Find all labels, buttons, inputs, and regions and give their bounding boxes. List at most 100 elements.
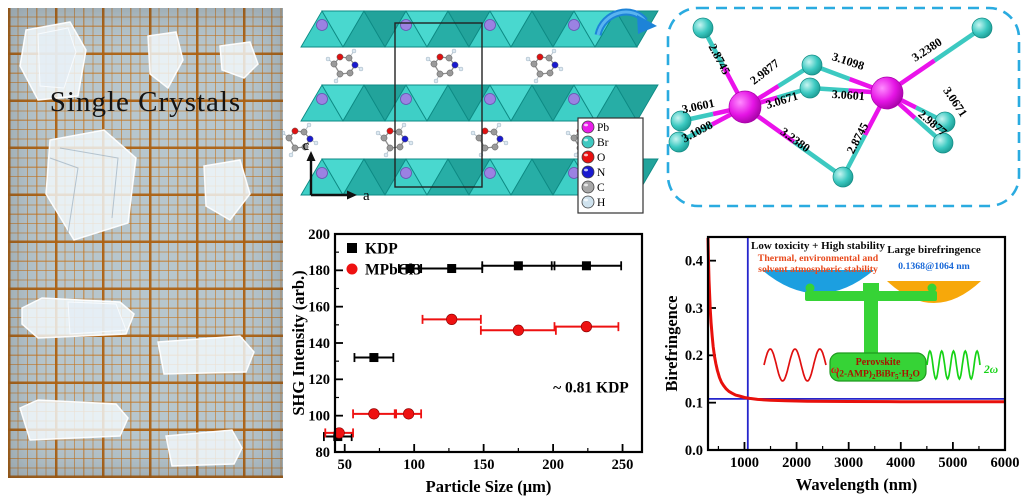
marker-circle-MPbCl3: [403, 408, 415, 420]
molecule-atom: [536, 53, 544, 61]
bond-length-label: 3.0601: [831, 87, 865, 103]
h-atom: [565, 130, 571, 136]
legend-sphere-Br: [581, 135, 595, 149]
legend-marker: [346, 263, 358, 275]
chart-annotation: ~ 0.81 KDP: [553, 379, 629, 396]
y-axis-title: SHG Intensity (arb.): [290, 270, 308, 415]
molecule-atom: [551, 61, 559, 69]
y-tick-label: 140: [308, 336, 330, 352]
molecule-atom: [395, 128, 403, 136]
molecule-atom: [291, 144, 299, 152]
y-tick-label: 100: [308, 408, 330, 424]
y-tick-label: 0.0: [685, 443, 703, 459]
balance-knob-right: [927, 283, 937, 293]
marker-circle-MPbCl3: [580, 321, 593, 333]
plot-frame: [333, 232, 644, 454]
legend-label: MPbCl3: [365, 262, 421, 279]
molecule-atom: [386, 127, 394, 135]
x-tick-label: 6000: [991, 455, 1020, 471]
h-atom: [496, 122, 502, 128]
legend-element-label: O: [597, 152, 605, 164]
br-atom: [801, 54, 823, 76]
h-atom: [503, 140, 509, 146]
legend-element-label: C: [597, 182, 605, 194]
molecule-atom: [336, 53, 344, 61]
molecule-atom: [481, 127, 489, 135]
br-atom: [670, 110, 692, 132]
h-atom: [333, 78, 339, 84]
axis-indicator: c a: [303, 138, 370, 204]
pb-atom: [870, 76, 904, 110]
legend-sphere-H: [581, 195, 595, 209]
legend-sphere-highlight: [584, 168, 588, 172]
omega-wave: [763, 348, 827, 382]
x-axis-title: Particle Size (μm): [426, 477, 552, 496]
molecule-atom: [536, 70, 544, 78]
two-omega-label: 2ω: [983, 364, 998, 376]
curved-arrow-icon: [594, 8, 657, 37]
crystal-facet-line: [49, 157, 79, 234]
h-atom: [470, 130, 476, 136]
molecule-atom: [445, 54, 453, 62]
legend-sphere-highlight: [584, 198, 588, 202]
bond-length-label: 3.0601: [681, 96, 716, 117]
two-omega-wave: [926, 349, 981, 381]
crystal-shape: [203, 159, 251, 221]
series-line-birefringence curve: [706, 237, 1005, 404]
pb-atom: [728, 90, 762, 124]
molecule-atom: [451, 61, 459, 69]
h-atom: [458, 66, 464, 72]
molecule-atom: [436, 70, 444, 78]
crystal-facet: [67, 301, 127, 335]
left-pan-subtitle-2: solvent atmospheric stability: [758, 264, 878, 275]
marker-square-KDP: [447, 264, 457, 274]
molecule-atom: [496, 135, 504, 143]
legend-element-label: H: [597, 197, 605, 209]
crystal-shape: [219, 41, 259, 79]
h-atom: [306, 122, 312, 128]
h-atom: [313, 140, 319, 146]
x-tick-label: 5000: [938, 455, 967, 471]
cation-sphere: [316, 93, 328, 105]
marker-circle-MPbCl3: [446, 313, 458, 325]
molecule-atom: [336, 70, 344, 78]
legend-sphere-Pb: [581, 120, 595, 134]
molecule-atom: [351, 61, 359, 69]
legend-marker: [347, 243, 357, 253]
br-atom: [799, 77, 821, 99]
h-atom: [433, 78, 439, 84]
left-pan: [762, 270, 874, 294]
legend-label: KDP: [365, 241, 398, 258]
h-atom: [425, 56, 431, 62]
x-tick-label: 4000: [886, 455, 915, 471]
x-tick-label: 1000: [730, 455, 759, 471]
bond-art: [668, 17, 993, 188]
h-atom: [375, 130, 381, 136]
crystal-photo-panel: Single Crystals: [8, 8, 283, 478]
molecule-atom: [346, 69, 354, 77]
legend-element-label: Br: [597, 137, 609, 149]
perovskite-box: [829, 352, 927, 382]
birefringence-chart: 1000 2000 3000 4000 5000 6000 0.0 0.1 0.2 0.3 0.4 W…: [662, 235, 1020, 494]
h-atom: [451, 48, 457, 54]
birefringence-plot: 1000 2000 3000 4000 5000 6000 0.0 0.1 0.2 0.3 0.4 W…: [662, 235, 1020, 494]
h-atom: [288, 152, 294, 158]
axis-a-arrowhead: [347, 190, 357, 200]
balance-inset: Low toxicity + High stability Thermal, e…: [751, 240, 998, 382]
crystal-shape: [19, 399, 129, 441]
arrow-head: [637, 15, 657, 34]
molecule-atom: [491, 143, 499, 151]
crystal-facet-line: [59, 147, 119, 219]
left-pan-subtitle-1: Thermal, environmental and: [758, 253, 879, 264]
molecule-atom: [300, 128, 308, 136]
legend-sphere-highlight: [584, 183, 588, 187]
y-tick-label: 0.4: [685, 253, 703, 269]
molecule-atom: [481, 144, 489, 152]
legend-sphere-O: [581, 150, 595, 164]
plot-frame: [706, 235, 1007, 452]
x-tick-label: 150: [473, 457, 495, 473]
axis-c-arrowhead: [306, 151, 316, 161]
y-tick-label: 120: [308, 372, 330, 388]
